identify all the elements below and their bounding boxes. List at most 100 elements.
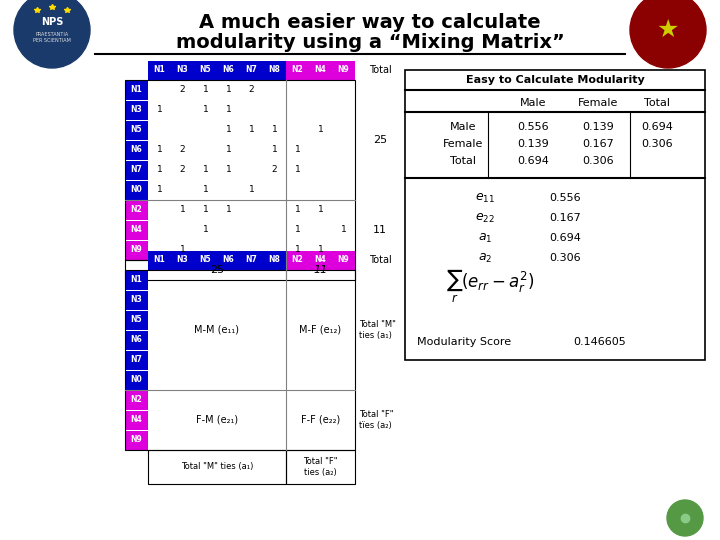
Text: 1: 1	[294, 246, 300, 254]
Text: N5: N5	[199, 65, 211, 75]
Bar	[263, 60, 286, 80]
Circle shape	[14, 0, 90, 68]
Text: $e_{11}$: $e_{11}$	[475, 192, 495, 205]
Text: 1: 1	[179, 246, 185, 254]
Text: Male: Male	[450, 122, 476, 132]
Bar	[125, 410, 148, 430]
Text: N0: N0	[130, 375, 143, 384]
Text: 2: 2	[180, 85, 185, 94]
Bar	[240, 60, 263, 80]
Text: N6: N6	[130, 335, 143, 345]
Bar	[148, 450, 286, 484]
Text: 1: 1	[318, 206, 323, 214]
Text: ★: ★	[657, 18, 679, 42]
Bar	[125, 430, 148, 450]
Text: 0.694: 0.694	[641, 122, 673, 132]
Text: 1: 1	[202, 186, 208, 194]
Text: 1: 1	[248, 186, 254, 194]
Text: N7: N7	[130, 355, 143, 364]
Text: N8: N8	[269, 255, 280, 265]
Text: 0.139: 0.139	[517, 139, 549, 149]
Circle shape	[667, 500, 703, 536]
Text: N4: N4	[315, 65, 326, 75]
Text: 1: 1	[202, 226, 208, 234]
Text: PRAESTANTIA: PRAESTANTIA	[35, 31, 68, 37]
Text: N4: N4	[315, 255, 326, 265]
Text: N6: N6	[222, 255, 235, 265]
Text: 1: 1	[202, 165, 208, 174]
Bar	[125, 80, 355, 260]
Text: Total: Total	[450, 156, 476, 166]
Text: 11: 11	[373, 225, 387, 235]
Text: N7: N7	[246, 255, 258, 265]
Text: N3: N3	[130, 295, 143, 305]
Text: PER SCIENTIAM: PER SCIENTIAM	[33, 37, 71, 43]
Text: 1: 1	[248, 125, 254, 134]
Text: $\sum_{r}(e_{rr} - a_r^2)$: $\sum_{r}(e_{rr} - a_r^2)$	[446, 267, 534, 305]
Bar	[125, 390, 148, 410]
Text: 0.306: 0.306	[642, 139, 672, 149]
Text: 1: 1	[157, 105, 163, 114]
Bar	[125, 291, 148, 310]
Text: Female: Female	[578, 98, 618, 108]
Text: Male: Male	[520, 98, 546, 108]
Text: N3: N3	[130, 105, 143, 114]
Text: N5: N5	[131, 125, 143, 134]
Text: 0.306: 0.306	[549, 253, 581, 263]
Bar	[286, 251, 308, 270]
Text: 1: 1	[318, 246, 323, 254]
Bar	[125, 270, 355, 450]
Text: 0.146605: 0.146605	[574, 337, 626, 347]
Bar	[125, 140, 148, 160]
Text: N8: N8	[269, 65, 280, 75]
Bar	[194, 60, 217, 80]
Text: A much easier way to calculate: A much easier way to calculate	[199, 14, 541, 32]
Text: Easy to Calculate Modularity: Easy to Calculate Modularity	[466, 75, 644, 85]
Text: NPS: NPS	[41, 17, 63, 27]
Bar	[405, 70, 705, 360]
Text: 2: 2	[248, 85, 254, 94]
Text: Total: Total	[644, 98, 670, 108]
Text: N9: N9	[338, 65, 349, 75]
Text: N2: N2	[292, 255, 303, 265]
Text: 0.694: 0.694	[549, 233, 581, 243]
Text: N3: N3	[176, 255, 189, 265]
Text: 0.167: 0.167	[582, 139, 614, 149]
Text: 1: 1	[202, 206, 208, 214]
Text: F-F (e₂₂): F-F (e₂₂)	[301, 415, 340, 425]
Text: 2: 2	[180, 145, 185, 154]
Text: Total: Total	[369, 255, 392, 265]
Text: F-M (e₂₁): F-M (e₂₁)	[196, 415, 238, 425]
Text: N6: N6	[222, 65, 235, 75]
Bar	[125, 180, 148, 200]
Text: $a_1$: $a_1$	[478, 232, 492, 245]
Text: $e_{22}$: $e_{22}$	[475, 212, 495, 225]
Text: N2: N2	[130, 395, 143, 404]
Text: $a_2$: $a_2$	[478, 252, 492, 265]
Bar	[125, 350, 148, 370]
Bar	[286, 60, 308, 80]
Text: Total "F"
ties (a₂): Total "F" ties (a₂)	[303, 457, 338, 477]
Text: N2: N2	[292, 65, 303, 75]
Bar	[332, 60, 354, 80]
Text: N5: N5	[199, 255, 211, 265]
Bar	[171, 251, 194, 270]
Bar	[125, 310, 148, 330]
Text: 1: 1	[157, 165, 163, 174]
Text: N9: N9	[338, 255, 349, 265]
Text: N3: N3	[176, 65, 189, 75]
Bar	[240, 251, 263, 270]
Text: N5: N5	[131, 315, 143, 325]
Text: M-F (e₁₂): M-F (e₁₂)	[300, 325, 341, 335]
Bar	[125, 120, 148, 140]
Bar	[125, 160, 148, 180]
Text: 2: 2	[271, 165, 277, 174]
Text: N7: N7	[246, 65, 258, 75]
Text: 25: 25	[210, 265, 224, 275]
Bar	[125, 200, 148, 220]
Text: N2: N2	[130, 206, 143, 214]
Bar	[125, 220, 148, 240]
Text: 1: 1	[157, 186, 163, 194]
Text: 1: 1	[318, 125, 323, 134]
Text: M-M (e₁₁): M-M (e₁₁)	[194, 325, 240, 335]
